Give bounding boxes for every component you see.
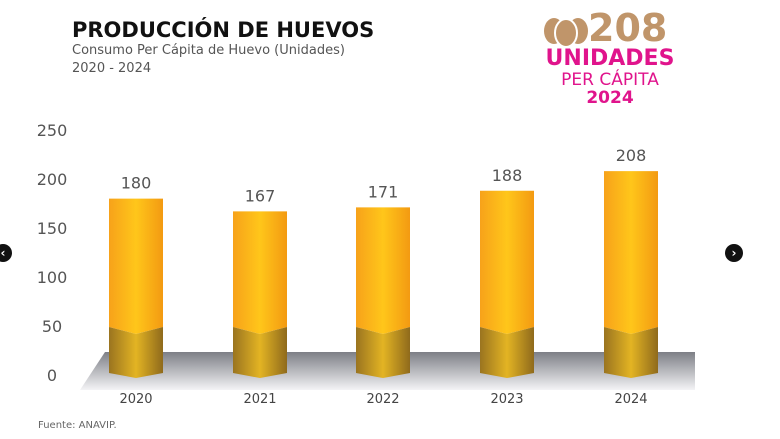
badge-unit: UNIDADES xyxy=(545,46,675,71)
bar-base xyxy=(480,327,534,378)
year-range: 2020 - 2024 xyxy=(72,61,152,76)
bar-base xyxy=(233,327,287,378)
badge-value: 208 xyxy=(588,6,668,50)
bar xyxy=(233,211,287,334)
bar-base xyxy=(356,327,410,378)
x-tick-label: 2020 xyxy=(119,392,152,407)
data-label: 208 xyxy=(616,146,647,165)
chevron-right-icon[interactable]: › xyxy=(725,244,743,262)
bar xyxy=(109,198,163,334)
bar xyxy=(604,171,658,334)
y-tick-label: 0 xyxy=(47,366,57,385)
data-label: 171 xyxy=(368,182,399,201)
bar xyxy=(480,190,534,334)
y-tick-label: 250 xyxy=(37,121,68,140)
source-note: Fuente: ANAVIP. xyxy=(38,420,117,431)
y-tick-label: 50 xyxy=(42,317,62,336)
y-tick-label: 150 xyxy=(37,219,68,238)
y-tick-label: 100 xyxy=(37,268,68,287)
data-label: 167 xyxy=(245,186,276,205)
x-tick-label: 2022 xyxy=(366,392,399,407)
badge-per: PER CÁPITA xyxy=(561,70,659,90)
badge-year: 2024 xyxy=(586,88,634,108)
bar-base xyxy=(604,327,658,378)
chevron-left-icon[interactable]: ‹ xyxy=(0,244,12,262)
x-tick-label: 2024 xyxy=(614,392,647,407)
bar xyxy=(356,207,410,334)
eggs-icon xyxy=(544,18,588,48)
page-title: PRODUCCIÓN DE HUEVOS xyxy=(72,18,375,42)
x-tick-label: 2021 xyxy=(243,392,276,407)
data-label: 180 xyxy=(121,174,152,193)
y-tick-label: 200 xyxy=(37,170,68,189)
bar-base xyxy=(109,327,163,378)
data-label: 188 xyxy=(492,166,523,185)
subtitle: Consumo Per Cápita de Huevo (Unidades) xyxy=(72,43,345,58)
x-tick-label: 2023 xyxy=(490,392,523,407)
